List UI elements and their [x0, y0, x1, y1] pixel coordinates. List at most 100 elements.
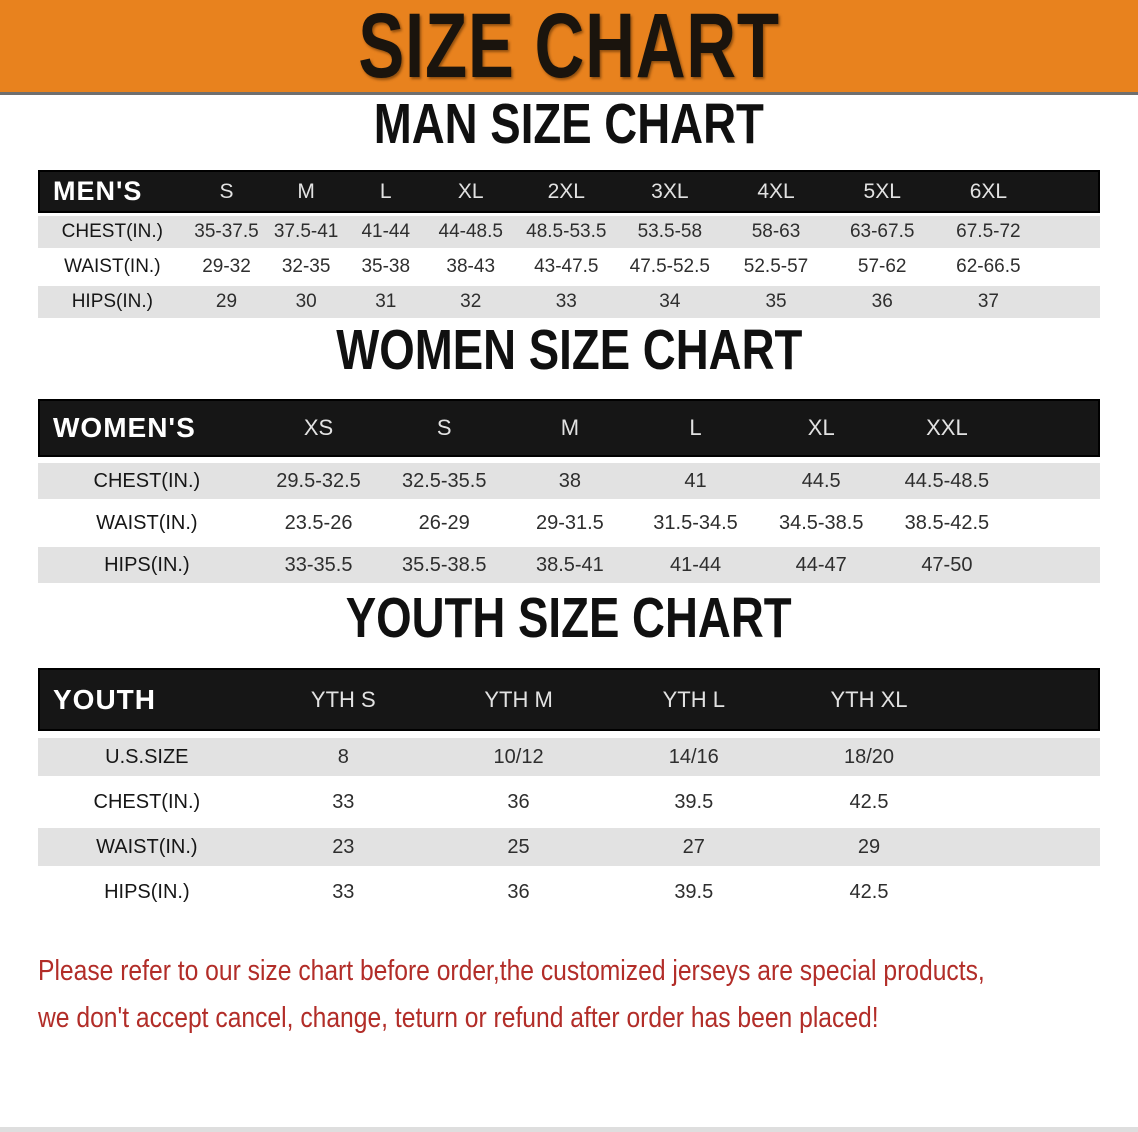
table-corner-label: WOMEN'S [38, 399, 256, 457]
measurement-value: 34 [616, 286, 723, 318]
measurement-value: 35 [722, 286, 830, 318]
measurement-value: 33-35.5 [255, 547, 382, 583]
measurement-value: 33 [515, 286, 617, 318]
men-size-table: MEN'S S M L XL 2XL 3XL 4XL 5XL 6XL CHEST(IN.) 35-37… [38, 167, 1100, 321]
measurement-value: 39.5 [606, 783, 782, 821]
measurement-value: 38.5-41 [507, 547, 633, 583]
measurement-value: 27 [606, 828, 782, 866]
measurement-value: 36 [430, 873, 607, 911]
youth-section: YOUTH SIZE CHART YOUTH YTH S YTH M YTH L YTH… [0, 589, 1138, 918]
measurement-value: 37 [935, 286, 1042, 318]
measurement-value: 63-67.5 [829, 216, 936, 248]
measurement-row: HIPS(IN.) 29 30 31 32 33 34 35 36 37 [38, 286, 1100, 318]
measurement-value: 23 [255, 828, 431, 866]
measurement-value: 10/12 [430, 738, 607, 776]
measurement-value: 53.5-58 [616, 216, 723, 248]
spacer-cell [1041, 286, 1100, 318]
size-column-header: M [266, 170, 346, 213]
youth-section-title: YOUTH SIZE CHART [346, 586, 792, 650]
measurement-value: 38.5-42.5 [884, 505, 1010, 541]
measurement-row: CHEST(IN.) 33 36 39.5 42.5 [38, 783, 1100, 821]
size-column-header: 3XL [616, 170, 723, 213]
measurement-value: 41 [632, 463, 759, 499]
spacer-cell [1009, 547, 1100, 583]
measurement-value: 47.5-52.5 [616, 251, 723, 283]
measurement-value: 38 [507, 463, 633, 499]
spacer-cell [956, 668, 1100, 731]
banner: SIZE CHART [0, 0, 1138, 95]
table-header-row: YOUTH YTH S YTH M YTH L YTH XL [38, 668, 1100, 731]
measurement-value: 35-38 [345, 251, 426, 283]
measurement-value: 67.5-72 [935, 216, 1042, 248]
measurement-value: 44-47 [758, 547, 885, 583]
size-column-header: YTH XL [781, 668, 957, 731]
measurement-value: 37.5-41 [266, 216, 346, 248]
measurement-value: 58-63 [722, 216, 830, 248]
measurement-label: WAIST(IN.) [38, 505, 256, 541]
measurement-value: 52.5-57 [722, 251, 830, 283]
measurement-value: 62-66.5 [935, 251, 1042, 283]
measurement-value: 29.5-32.5 [255, 463, 382, 499]
spacer-cell [956, 783, 1100, 821]
measurement-label: WAIST(IN.) [38, 828, 256, 866]
women-size-table: WOMEN'S XS S M L XL XXL CHEST(IN.) 29.5-32.5 32.5… [38, 393, 1100, 589]
spacer-cell [1041, 170, 1100, 213]
women-section: WOMEN SIZE CHART WOMEN'S XS S M L XL XXL CHEST(… [0, 321, 1138, 589]
spacer-cell [956, 873, 1100, 911]
disclaimer-line-1: Please refer to our size chart before or… [38, 955, 985, 987]
measurement-row: HIPS(IN.) 33 36 39.5 42.5 [38, 873, 1100, 911]
size-column-header: M [507, 399, 633, 457]
measurement-row: WAIST(IN.) 23.5-26 26-29 29-31.5 31.5-34.5 34… [38, 505, 1100, 541]
page-title-text: SIZE CHART [358, 0, 780, 95]
page-bottom-edge [0, 1127, 1138, 1132]
measurement-value: 31.5-34.5 [632, 505, 759, 541]
measurement-value: 35.5-38.5 [381, 547, 508, 583]
measurement-label: U.S.SIZE [38, 738, 256, 776]
women-section-title: WOMEN SIZE CHART [335, 318, 803, 382]
measurement-label: HIPS(IN.) [38, 547, 256, 583]
measurement-label: HIPS(IN.) [38, 286, 187, 318]
measurement-value: 35-37.5 [186, 216, 267, 248]
table-header-row: MEN'S S M L XL 2XL 3XL 4XL 5XL 6XL [38, 170, 1100, 213]
measurement-value: 29-32 [186, 251, 267, 283]
measurement-value: 8 [255, 738, 431, 776]
spacer-cell [956, 738, 1100, 776]
size-column-header: XL [758, 399, 885, 457]
measurement-value: 32.5-35.5 [381, 463, 508, 499]
spacer-cell [1009, 463, 1100, 499]
measurement-value: 32 [425, 286, 516, 318]
men-section: MAN SIZE CHART MEN'S S M L XL 2XL 3XL 4XL 5XL 6XL… [0, 95, 1138, 321]
table-header-row: WOMEN'S XS S M L XL XXL [38, 399, 1100, 457]
measurement-value: 14/16 [606, 738, 782, 776]
measurement-label: HIPS(IN.) [38, 873, 256, 911]
measurement-value: 43-47.5 [515, 251, 617, 283]
measurement-value: 38-43 [425, 251, 516, 283]
measurement-value: 44.5 [758, 463, 885, 499]
disclaimer-line-2: we don't accept cancel, change, teturn o… [38, 1002, 879, 1034]
measurement-value: 42.5 [781, 783, 957, 821]
size-column-header: XS [255, 399, 382, 457]
measurement-value: 41-44 [345, 216, 426, 248]
measurement-value: 29 [781, 828, 957, 866]
size-column-header: XXL [884, 399, 1010, 457]
spacer-cell [1041, 216, 1100, 248]
spacer-cell [1009, 399, 1100, 457]
measurement-value: 33 [255, 873, 431, 911]
measurement-row: CHEST(IN.) 29.5-32.5 32.5-35.5 38 41 44.5 44.5… [38, 463, 1100, 499]
spacer-cell [1041, 251, 1100, 283]
size-column-header: YTH L [606, 668, 782, 731]
table-corner-label: MEN'S [38, 170, 187, 213]
measurement-value: 39.5 [606, 873, 782, 911]
size-column-header: S [186, 170, 267, 213]
measurement-label: CHEST(IN.) [38, 216, 187, 248]
measurement-row: WAIST(IN.) 23 25 27 29 [38, 828, 1100, 866]
measurement-value: 26-29 [381, 505, 508, 541]
measurement-label: CHEST(IN.) [38, 463, 256, 499]
page-title: SIZE CHART [288, 0, 850, 92]
measurement-value: 36 [430, 783, 607, 821]
measurement-value: 30 [266, 286, 346, 318]
measurement-label: CHEST(IN.) [38, 783, 256, 821]
size-column-header: YTH S [255, 668, 431, 731]
measurement-row: HIPS(IN.) 33-35.5 35.5-38.5 38.5-41 41-44 44-… [38, 547, 1100, 583]
